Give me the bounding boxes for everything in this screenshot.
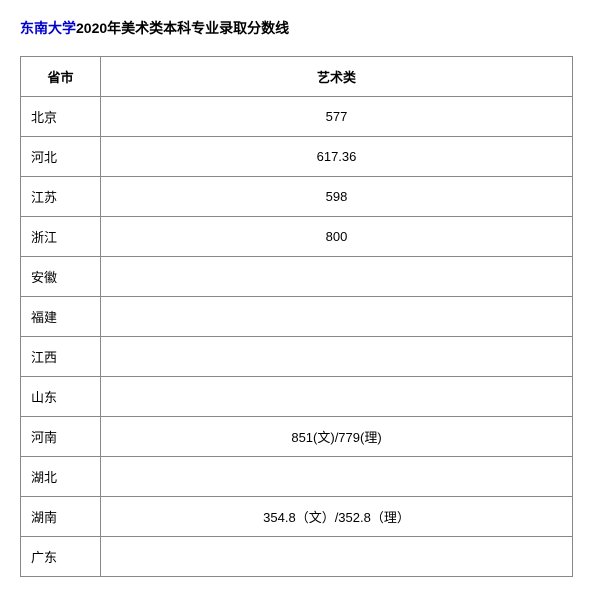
province-cell: 广东 — [21, 537, 101, 577]
score-cell: 354.8（文）/352.8（理） — [101, 497, 573, 537]
score-cell: 577 — [101, 97, 573, 137]
province-cell: 北京 — [21, 97, 101, 137]
province-cell: 河北 — [21, 137, 101, 177]
table-row: 江苏598 — [21, 177, 573, 217]
province-cell: 山东 — [21, 377, 101, 417]
table-row: 浙江800 — [21, 217, 573, 257]
admission-score-table: 省市 艺术类 北京577河北617.36江苏598浙江800安徽福建江西山东河南… — [20, 56, 573, 577]
score-cell — [101, 457, 573, 497]
province-cell: 江西 — [21, 337, 101, 377]
table-row: 江西 — [21, 337, 573, 377]
province-cell: 湖北 — [21, 457, 101, 497]
score-cell — [101, 257, 573, 297]
table-row: 安徽 — [21, 257, 573, 297]
province-cell: 湖南 — [21, 497, 101, 537]
table-row: 湖南354.8（文）/352.8（理） — [21, 497, 573, 537]
score-cell — [101, 297, 573, 337]
header-province: 省市 — [21, 57, 101, 97]
province-cell: 江苏 — [21, 177, 101, 217]
score-cell: 617.36 — [101, 137, 573, 177]
table-row: 福建 — [21, 297, 573, 337]
header-score: 艺术类 — [101, 57, 573, 97]
table-row: 北京577 — [21, 97, 573, 137]
province-cell: 安徽 — [21, 257, 101, 297]
title-rest: 2020年美术类本科专业录取分数线 — [76, 20, 289, 36]
score-cell — [101, 337, 573, 377]
score-cell: 598 — [101, 177, 573, 217]
score-cell — [101, 537, 573, 577]
province-cell: 河南 — [21, 417, 101, 457]
table-row: 广东 — [21, 537, 573, 577]
score-cell: 800 — [101, 217, 573, 257]
score-cell — [101, 377, 573, 417]
table-row: 河北617.36 — [21, 137, 573, 177]
university-name[interactable]: 东南大学 — [20, 20, 76, 36]
province-cell: 浙江 — [21, 217, 101, 257]
table-header-row: 省市 艺术类 — [21, 57, 573, 97]
table-row: 河南851(文)/779(理) — [21, 417, 573, 457]
province-cell: 福建 — [21, 297, 101, 337]
table-row: 湖北 — [21, 457, 573, 497]
page-title: 东南大学2020年美术类本科专业录取分数线 — [20, 18, 572, 38]
table-row: 山东 — [21, 377, 573, 417]
score-cell: 851(文)/779(理) — [101, 417, 573, 457]
